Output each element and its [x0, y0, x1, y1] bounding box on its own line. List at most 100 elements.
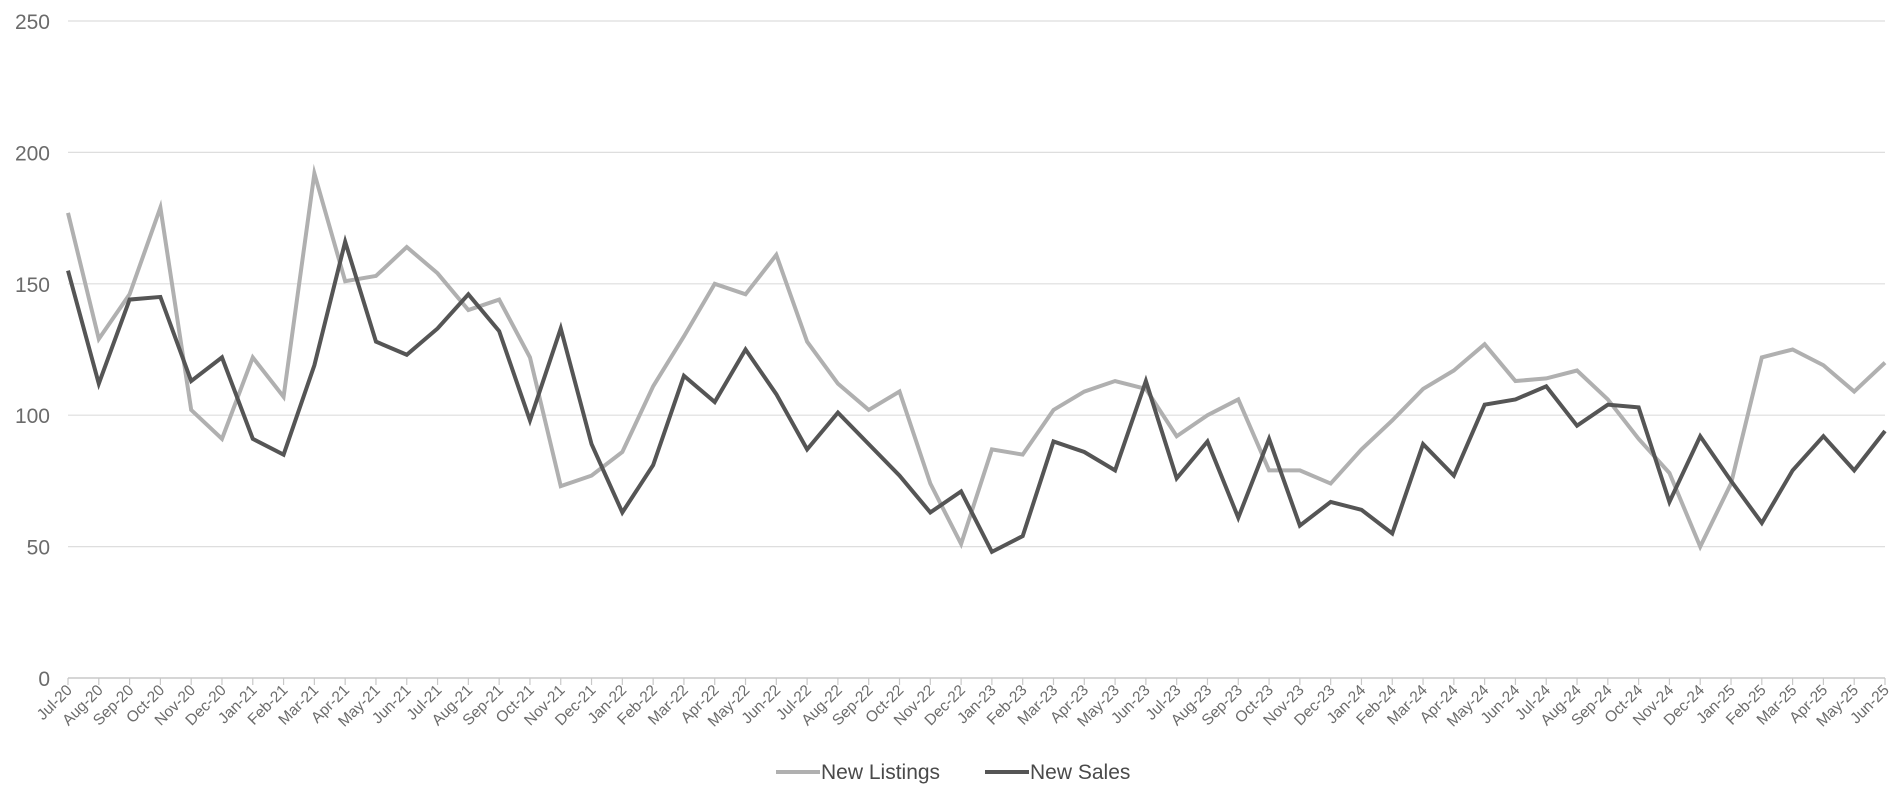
data-point-new-listings	[1483, 342, 1487, 346]
legend: New Listings New Sales	[776, 761, 1130, 784]
data-point-new-listings	[1236, 397, 1240, 401]
data-point-new-listings	[805, 340, 809, 344]
data-point-new-listings	[867, 408, 871, 412]
data-point-new-listings	[620, 450, 624, 454]
data-point-new-listings	[990, 447, 994, 451]
series-line-new-listings	[66, 163, 1887, 552]
data-point-new-sales	[990, 550, 994, 554]
data-point-new-sales	[528, 418, 532, 422]
data-point-new-sales	[374, 340, 378, 344]
data-point-new-sales	[651, 463, 655, 467]
data-point-new-sales	[343, 240, 347, 244]
data-point-new-listings	[1421, 387, 1425, 391]
data-point-new-listings	[528, 355, 532, 359]
data-point-new-sales	[1729, 479, 1733, 483]
data-point-new-listings	[1298, 468, 1302, 472]
data-point-new-sales	[1698, 434, 1702, 438]
data-point-new-listings	[928, 482, 932, 486]
data-point-new-listings	[1267, 468, 1271, 472]
data-point-new-listings	[1359, 447, 1363, 451]
data-point-new-listings	[158, 206, 162, 210]
data-point-new-sales	[867, 442, 871, 446]
data-point-new-listings	[559, 484, 563, 488]
axes: 050100150200250Jul-20Aug-20Sep-20Oct-20N…	[15, 11, 1893, 730]
data-point-new-sales	[1883, 429, 1887, 433]
y-tick-label: 200	[15, 142, 50, 165]
data-point-new-sales	[1760, 521, 1764, 525]
data-point-new-listings	[1329, 482, 1333, 486]
y-tick-label: 50	[27, 537, 50, 560]
data-point-new-listings	[220, 437, 224, 441]
data-point-new-sales	[1329, 500, 1333, 504]
data-point-new-listings	[97, 337, 101, 341]
data-point-new-sales	[959, 489, 963, 493]
data-point-new-listings	[836, 382, 840, 386]
data-point-new-sales	[1575, 424, 1579, 428]
data-point-new-listings	[1513, 379, 1517, 383]
data-point-new-sales	[158, 295, 162, 299]
data-point-new-sales	[1144, 379, 1148, 383]
data-point-new-sales	[128, 298, 132, 302]
series-line-new-sales	[66, 234, 1887, 555]
data-point-new-sales	[713, 400, 717, 404]
data-point-new-sales	[1667, 500, 1671, 504]
data-point-new-sales	[805, 447, 809, 451]
data-point-new-listings	[1606, 397, 1610, 401]
data-point-new-sales	[1298, 524, 1302, 528]
data-point-new-listings	[1821, 363, 1825, 367]
data-point-new-listings	[1544, 376, 1548, 380]
data-point-new-sales	[1390, 531, 1394, 535]
data-point-new-sales	[282, 453, 286, 457]
data-point-new-listings	[436, 271, 440, 275]
data-point-new-listings	[312, 171, 316, 175]
data-point-new-listings	[1698, 545, 1702, 549]
data-point-new-listings	[466, 308, 470, 312]
data-point-new-listings	[1637, 437, 1641, 441]
data-point-new-listings	[1883, 361, 1887, 365]
data-point-new-sales	[928, 510, 932, 514]
y-tick-label: 250	[15, 11, 50, 34]
data-point-new-sales	[1606, 403, 1610, 407]
data-point-new-listings	[682, 334, 686, 338]
data-point-new-sales	[682, 374, 686, 378]
data-point-new-sales	[1082, 450, 1086, 454]
data-point-new-listings	[959, 542, 963, 546]
data-point-new-sales	[1452, 474, 1456, 478]
data-point-new-listings	[713, 282, 717, 286]
data-point-new-listings	[1390, 418, 1394, 422]
data-point-new-sales	[97, 382, 101, 386]
gridlines	[68, 20, 1885, 679]
data-point-new-sales	[466, 292, 470, 296]
y-tick-label: 150	[15, 274, 50, 297]
data-point-new-sales	[1421, 442, 1425, 446]
data-point-new-listings	[497, 298, 501, 302]
data-point-new-sales	[66, 269, 70, 273]
data-point-new-listings	[1205, 413, 1209, 417]
data-point-new-sales	[1267, 437, 1271, 441]
data-point-new-listings	[189, 408, 193, 412]
data-point-new-listings	[1452, 369, 1456, 373]
data-point-new-sales	[1513, 397, 1517, 401]
data-point-new-sales	[1791, 468, 1795, 472]
data-point-new-sales	[1359, 508, 1363, 512]
data-point-new-sales	[898, 474, 902, 478]
data-point-new-listings	[1113, 379, 1117, 383]
series-lines	[66, 163, 1887, 555]
data-point-new-listings	[282, 395, 286, 399]
data-point-new-listings	[405, 245, 409, 249]
data-point-new-listings	[774, 253, 778, 257]
data-point-new-listings	[1667, 471, 1671, 475]
data-point-new-sales	[405, 353, 409, 357]
data-point-new-listings	[1575, 369, 1579, 373]
data-point-new-sales	[312, 363, 316, 367]
data-point-new-listings	[66, 211, 70, 215]
legend-label-new-listings: New Listings	[821, 761, 940, 784]
data-point-new-listings	[1791, 348, 1795, 352]
data-point-new-listings	[1760, 355, 1764, 359]
y-tick-label: 0	[38, 668, 50, 691]
data-point-new-sales	[1821, 434, 1825, 438]
data-point-new-listings	[1051, 408, 1055, 412]
data-point-new-sales	[1544, 384, 1548, 388]
